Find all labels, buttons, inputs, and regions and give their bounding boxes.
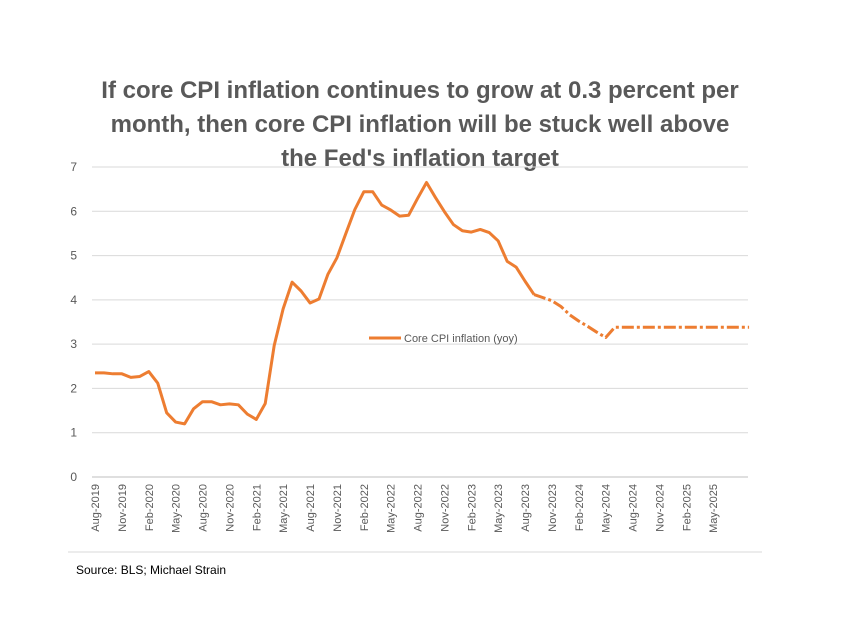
y-tick-label: 2 xyxy=(70,381,77,395)
x-tick-label: Feb-2020 xyxy=(144,484,156,531)
x-tick-label: Nov-2021 xyxy=(332,484,344,532)
x-tick-label: Aug-2022 xyxy=(413,484,425,532)
x-tick-label: May-2024 xyxy=(601,484,613,533)
y-tick-label: 1 xyxy=(70,426,77,440)
x-tick-label: Feb-2025 xyxy=(681,484,693,531)
y-tick-label: 4 xyxy=(70,293,77,307)
legend-label-core-cpi: Core CPI inflation (yoy) xyxy=(404,333,518,345)
y-axis-tick-labels: 0 1 2 3 4 5 6 7 xyxy=(70,160,77,484)
x-tick-label: Nov-2023 xyxy=(547,484,559,532)
x-tick-label: Feb-2021 xyxy=(251,484,263,531)
x-tick-label: May-2025 xyxy=(708,484,720,533)
x-tick-label: Aug-2021 xyxy=(305,484,317,532)
x-tick-label: Aug-2023 xyxy=(520,484,532,532)
x-axis-tick-labels: Aug-2019 Nov-2019 Feb-2020 May-2020 Aug-2020… xyxy=(90,484,720,533)
y-tick-label: 0 xyxy=(70,470,77,484)
x-tick-label: Feb-2024 xyxy=(574,484,586,531)
y-tick-label: 6 xyxy=(70,204,77,218)
chart-title: If core CPI inflation continues to grow … xyxy=(101,77,739,172)
x-tick-label: May-2020 xyxy=(171,484,183,533)
series-lines xyxy=(95,181,750,426)
x-tick-label: May-2021 xyxy=(278,484,290,533)
x-tick-label: Feb-2022 xyxy=(359,484,371,531)
x-tick-label: Nov-2022 xyxy=(439,484,451,532)
y-tick-label: 3 xyxy=(70,337,77,351)
y-tick-label: 7 xyxy=(70,160,77,174)
gridlines xyxy=(92,166,748,478)
x-tick-label: Feb-2023 xyxy=(466,484,478,531)
x-tick-label: Aug-2019 xyxy=(90,484,102,532)
x-tick-label: May-2023 xyxy=(493,484,505,533)
x-tick-label: Nov-2019 xyxy=(117,484,129,532)
x-tick-label: Nov-2024 xyxy=(654,484,666,532)
x-tick-label: Nov-2020 xyxy=(224,484,236,532)
x-tick-label: May-2022 xyxy=(386,484,398,533)
legend: Core CPI inflation (yoy) xyxy=(369,333,518,345)
x-tick-label: Aug-2020 xyxy=(198,484,210,532)
x-tick-label: Aug-2024 xyxy=(628,484,640,532)
series-line-core-cpi-projected xyxy=(533,293,750,339)
y-tick-label: 5 xyxy=(70,249,77,263)
source-note: Source: BLS; Michael Strain xyxy=(76,563,227,577)
series-line-core-cpi-actual xyxy=(95,181,536,426)
